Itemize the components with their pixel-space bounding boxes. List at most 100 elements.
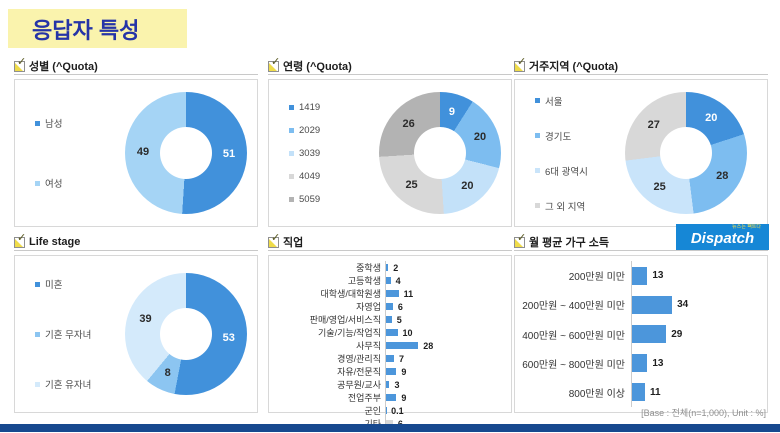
bar-track: 28 — [385, 339, 507, 352]
bar-category-label: 군인 — [364, 406, 381, 416]
chart-area: 남성 여성 51 49 — [14, 79, 258, 227]
legend-item: 기혼 유자녀 — [35, 377, 119, 391]
bar-category-label: 800만원 이상 — [568, 388, 625, 400]
legend: 서울 경기도 6대 광역시 그 외 지역 — [515, 94, 619, 213]
legend-marker — [35, 180, 40, 186]
legend-marker — [289, 127, 294, 133]
legend-marker — [535, 168, 540, 173]
bar — [632, 325, 667, 343]
chart-area: 서울 경기도 6대 광역시 그 외 지역 20 28 25 27 — [514, 79, 768, 227]
legend-item: 남성 — [35, 116, 119, 130]
legend-item: 그 외 지역 — [535, 199, 619, 213]
bar-category-label: 중학생 — [356, 263, 381, 273]
bar-track: 13 — [631, 348, 763, 378]
bar-track: 2 — [385, 261, 507, 274]
legend-item: 3039 — [289, 148, 373, 159]
slice-value-label: 9 — [448, 105, 456, 118]
chart-panel-income: 월 평균 가구 소득 200만원 미만 13 200만원 ~ 400만원 미만 34 4… — [514, 233, 768, 413]
legend-item: 기혼 무자녀 — [35, 327, 119, 341]
bar-row: 고등학생 4 — [273, 274, 507, 287]
bar — [386, 355, 395, 362]
legend-marker — [289, 196, 294, 202]
bar — [632, 295, 673, 314]
legend-marker — [35, 281, 40, 287]
legend-label: 5059 — [299, 193, 321, 205]
page-title: 응답자 특성 — [32, 17, 140, 43]
bar-row: 기술/기능/작업직 10 — [273, 326, 507, 339]
panel-header: 거주지역 (^Quota) — [514, 57, 768, 75]
bar-value-label: 9 — [401, 366, 407, 377]
slice-value-label: 20 — [461, 180, 474, 193]
bar-value-label: 6 — [397, 301, 403, 312]
bar-category-label: 공무원/교사 — [337, 380, 381, 390]
bottom-accent-bar — [0, 424, 780, 432]
bar-value-label: 2 — [393, 262, 399, 273]
bar-category-label: 600만원 ~ 800만원 미만 — [522, 359, 625, 371]
slice-value-label: 49 — [136, 145, 150, 158]
slice-value-label: 25 — [653, 180, 666, 193]
legend-item: 경기도 — [535, 129, 619, 143]
bar-track: 5 — [385, 313, 507, 326]
bar — [386, 368, 397, 375]
bar-category-label: 전업주부 — [347, 393, 381, 403]
donut-hole — [160, 308, 212, 360]
bar-category-label: 대학생/대학원생 — [320, 289, 381, 299]
legend: 1419 2029 3039 4049 5059 — [269, 102, 373, 205]
panel-header: 월 평균 가구 소득 — [514, 233, 768, 251]
chart-area: 미혼 기혼 무자녀 기혼 유자녀 53 8 39 — [14, 255, 258, 413]
bar — [386, 420, 393, 427]
legend-marker — [535, 203, 540, 208]
slice-value-label: 26 — [402, 117, 415, 130]
bar-row: 사무직 28 — [273, 339, 507, 352]
bar-category-label: 자영업 — [356, 302, 381, 312]
bar-value-label: 34 — [677, 299, 689, 311]
bar-track: 34 — [631, 290, 763, 320]
bar-value-label: 9 — [401, 392, 407, 403]
chart-area: 1419 2029 3039 4049 5059 9 20 20 25 26 — [268, 79, 512, 227]
legend-label: 기혼 유자녀 — [45, 380, 92, 391]
bar-track: 6 — [385, 417, 507, 430]
bar — [632, 266, 648, 285]
checkbox-icon — [514, 57, 526, 72]
legend-marker — [535, 133, 540, 138]
panel-header: 성별 (^Quota) — [14, 57, 258, 75]
chart-title: 연령 (^Quota) — [283, 61, 352, 73]
bar-row: 600만원 ~ 800만원 미만 13 — [519, 348, 763, 378]
bar-track: 4 — [385, 274, 507, 287]
bar-row: 200만원 미만 13 — [519, 261, 763, 291]
bar-value-label: 6 — [398, 419, 403, 429]
donut-chart: 20 28 25 27 — [625, 92, 747, 214]
bar-value-label: 13 — [652, 270, 664, 282]
legend-item: 미혼 — [35, 277, 119, 291]
bar-row: 대학생/대학원생 11 — [273, 287, 507, 300]
chart-title: 월 평균 가구 소득 — [529, 237, 610, 249]
legend-label: 1419 — [299, 101, 321, 113]
bar-value-label: 7 — [399, 353, 405, 364]
bar-row: 전업주부 9 — [273, 391, 507, 404]
bar-value-label: 29 — [671, 328, 683, 340]
legend-label: 기혼 무자녀 — [45, 330, 92, 341]
checkbox-icon — [268, 233, 280, 248]
bar-track: 11 — [631, 377, 763, 408]
logo-text: Dispatch — [690, 230, 755, 247]
bar-track: 0.1 — [385, 404, 507, 417]
donut-hole — [414, 127, 466, 179]
bar-track: 3 — [385, 378, 507, 391]
chart-area: 중학생 2 고등학생 4 대학생/대학원생 11 자영업 6 판매/영업/서비스직 5 기술/기능/… — [268, 255, 512, 430]
bar-category-label: 자유/전문직 — [337, 367, 381, 377]
bar — [386, 329, 398, 336]
bar-row: 군인 0.1 — [273, 404, 507, 417]
chart-title: 성별 (^Quota) — [29, 61, 98, 73]
bar — [386, 290, 399, 297]
bar — [386, 316, 392, 323]
legend-item: 1419 — [289, 102, 373, 113]
panel-header: 연령 (^Quota) — [268, 57, 512, 75]
legend-item: 여성 — [35, 176, 119, 190]
bar-category-label: 200만원 ~ 400만원 미만 — [522, 301, 625, 313]
bar — [386, 277, 391, 284]
bar-track: 9 — [385, 365, 507, 378]
legend-label: 경기도 — [545, 131, 572, 143]
